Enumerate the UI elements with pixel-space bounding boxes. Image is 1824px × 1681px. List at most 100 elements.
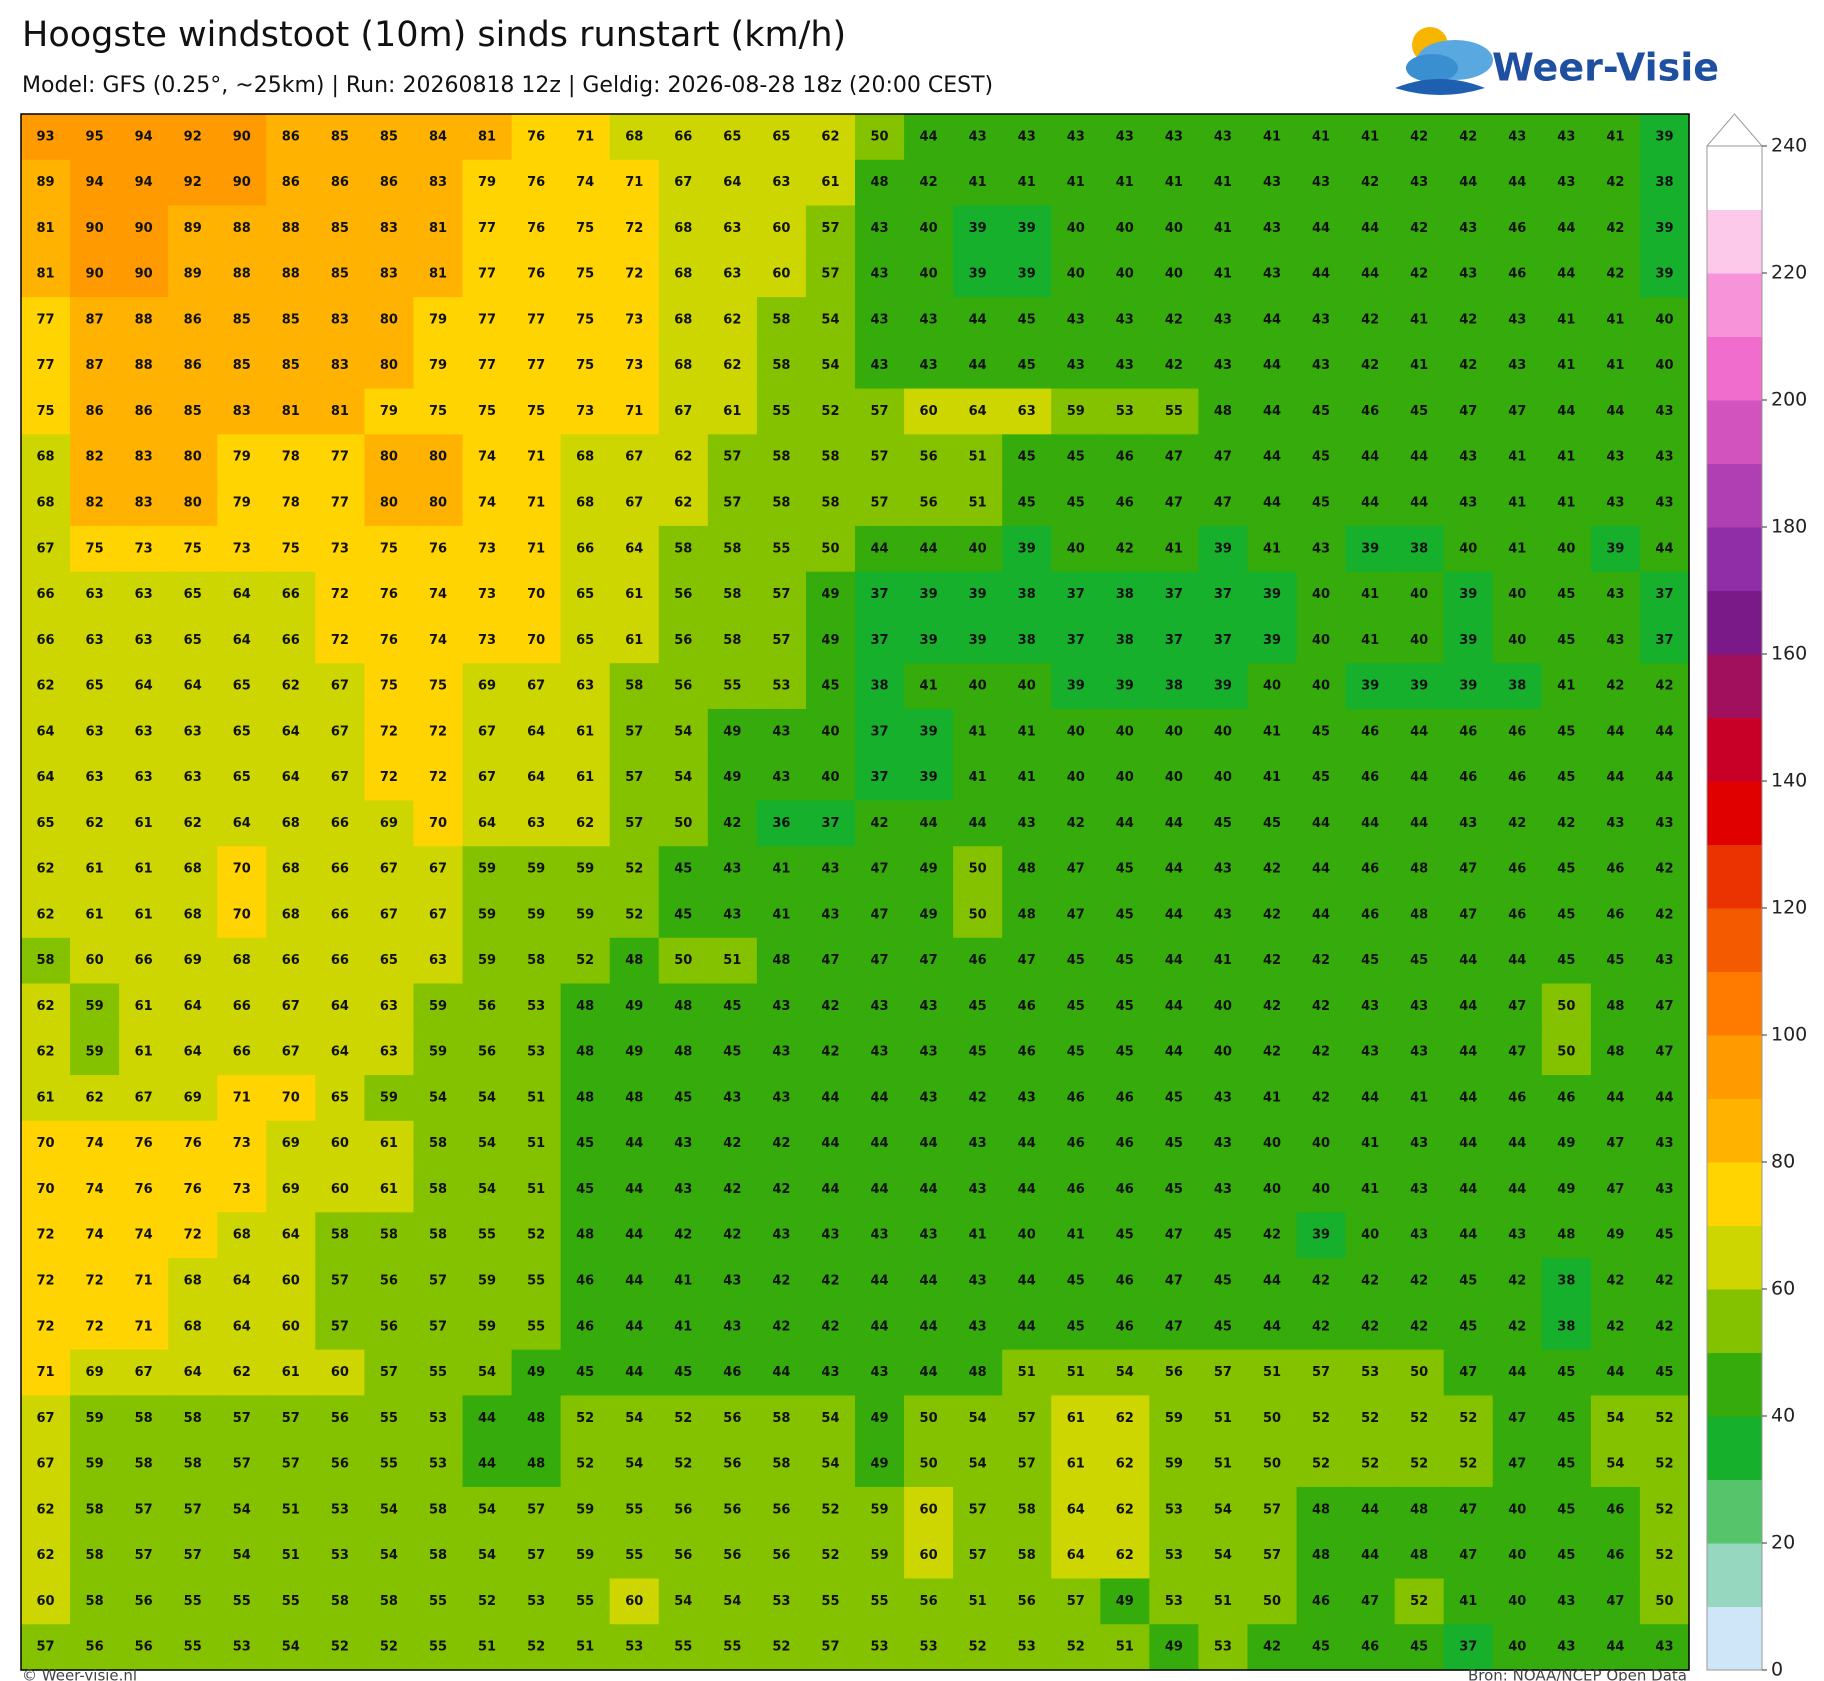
value-label: 58 [723,587,741,602]
cell [119,937,169,985]
cell [1541,708,1592,756]
cell [805,205,856,252]
value-label: 55 [625,1502,643,1517]
cell [364,525,415,573]
cell [805,1532,856,1580]
cell [707,1212,758,1259]
cell [953,525,1003,573]
value-label: 42 [1361,312,1379,327]
cell [1051,342,1101,390]
cell [21,800,71,847]
value-label: 43 [1214,1182,1232,1197]
value-label: 51 [478,1640,496,1655]
value-label: 46 [1508,724,1526,739]
value-label: 63 [772,175,790,190]
value-label: 40 [821,724,839,739]
value-label: 57 [625,770,643,785]
value-label: 55 [870,1594,888,1609]
cell [1541,205,1592,252]
value-label: 56 [380,1274,398,1289]
cell [1443,342,1494,390]
value-label: 44 [1361,267,1379,282]
cell [315,1532,366,1580]
value-label: 46 [1361,862,1379,877]
cell [1296,800,1347,847]
cell [315,1395,366,1442]
value-label: 43 [1214,129,1232,144]
cell [1639,846,1690,893]
cell [364,708,415,756]
cell [756,1166,807,1213]
cell [21,1349,71,1397]
cell [1345,937,1396,985]
cell [658,342,709,390]
value-label: 57 [331,1274,349,1289]
value-label: 41 [1557,312,1575,327]
cell [904,846,954,893]
value-label: 45 [674,907,692,922]
cell [1590,251,1641,298]
value-label: 41 [1606,129,1624,144]
value-label: 55 [674,1640,692,1655]
cell [1394,1075,1445,1122]
value-label: 46 [1361,404,1379,419]
cell [1394,937,1445,985]
value-label: 46 [1361,907,1379,922]
cell [953,1486,1003,1534]
value-label: 55 [380,1411,398,1426]
cell [904,1486,954,1534]
value-label: 62 [36,862,54,877]
colorbar-band [1707,1606,1762,1671]
cell [1247,617,1298,664]
cell [315,800,366,847]
colorbar-band [1707,1543,1762,1607]
cell [217,1532,267,1580]
value-label: 45 [576,1182,594,1197]
cell [364,1166,415,1213]
value-label: 57 [1312,1365,1330,1380]
value-label: 42 [772,1319,790,1334]
value-label: 56 [674,1548,692,1563]
cell [805,1212,856,1259]
value-label: 43 [674,1136,692,1151]
cell [707,754,758,802]
cell [1541,1075,1592,1122]
cell [1100,846,1150,893]
cell [1296,663,1347,710]
cell [1198,1395,1249,1442]
cell [1100,525,1150,573]
value-label: 60 [920,1502,938,1517]
cell [756,617,807,664]
value-label: 53 [527,1594,545,1609]
value-label: 62 [36,679,54,694]
cell [609,1578,660,1625]
cell [217,617,267,664]
value-label: 54 [478,1365,496,1380]
value-label: 49 [821,587,839,602]
value-label: 41 [969,175,987,190]
value-label: 59 [86,1457,104,1472]
value-label: 41 [1361,633,1379,648]
colorbar-tick-label: 120 [1771,897,1807,919]
value-label: 40 [1459,541,1477,556]
cell [658,114,709,161]
cell [266,388,316,435]
value-label: 61 [1067,1411,1085,1426]
cell [1590,1166,1641,1213]
value-label: 43 [1214,358,1232,373]
value-label: 63 [86,770,104,785]
cell [658,1029,709,1076]
cell [1247,1349,1298,1397]
value-label: 43 [821,907,839,922]
cell [1541,297,1592,344]
value-label: 42 [1606,679,1624,694]
value-label: 58 [772,1457,790,1472]
value-label: 70 [527,633,545,648]
value-label: 75 [576,221,594,236]
cell [511,251,562,298]
cell [1394,1349,1445,1397]
value-label: 39 [1361,541,1379,556]
value-label: 62 [1116,1502,1134,1517]
value-label: 53 [233,1640,251,1655]
